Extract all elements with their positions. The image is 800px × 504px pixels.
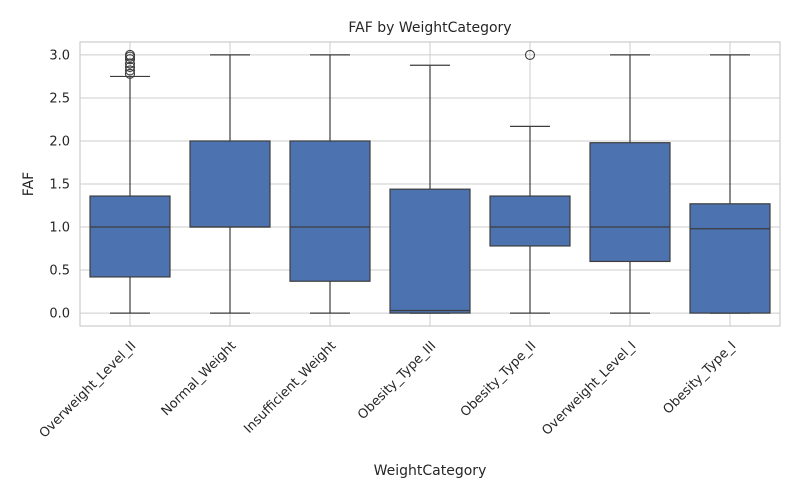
y-tick-label: 2.0 (49, 134, 70, 149)
outlier-point (124, 49, 136, 60)
box-Obesity_Type_III (389, 188, 471, 314)
outlier-point (124, 54, 136, 65)
outlier-point (124, 61, 136, 73)
outlier-point (524, 49, 536, 60)
box-Overweight_Level_II (89, 195, 171, 278)
outlier-point (124, 68, 136, 79)
box-Obesity_Type_II (489, 195, 571, 247)
y-tick-label: 1.5 (49, 178, 70, 193)
y-tick-label: 3.0 (49, 48, 70, 63)
y-tick-label: 2.5 (49, 91, 70, 106)
x-tick-label: Overweight_Level_I (539, 339, 639, 439)
y-tick-label: 0.0 (49, 307, 70, 322)
box-Obesity_Type_I (689, 203, 771, 314)
box-Normal_Weight (189, 140, 271, 228)
outlier-point (124, 65, 136, 76)
x-tick-label: Obesity_Type_I (661, 339, 740, 418)
x-tick-label: Overweight_Level_II (37, 339, 140, 442)
x-axis-label: WeightCategory (374, 463, 487, 479)
plot-frame (79, 41, 781, 327)
box-Overweight_Level_I (589, 142, 671, 263)
box-Insufficient_Weight (289, 140, 371, 282)
y-tick-label: 0.5 (49, 264, 70, 279)
x-tick-label: Insufficient_Weight (241, 339, 339, 437)
x-tick-label: Obesity_Type_II (458, 339, 539, 420)
chart-title: FAF by WeightCategory (348, 20, 511, 36)
x-tick-label: Obesity_Type_III (355, 339, 439, 423)
y-axis-label: FAF (21, 172, 37, 196)
x-tick-label: Normal_Weight (159, 339, 239, 419)
y-tick-label: 1.0 (49, 221, 70, 236)
